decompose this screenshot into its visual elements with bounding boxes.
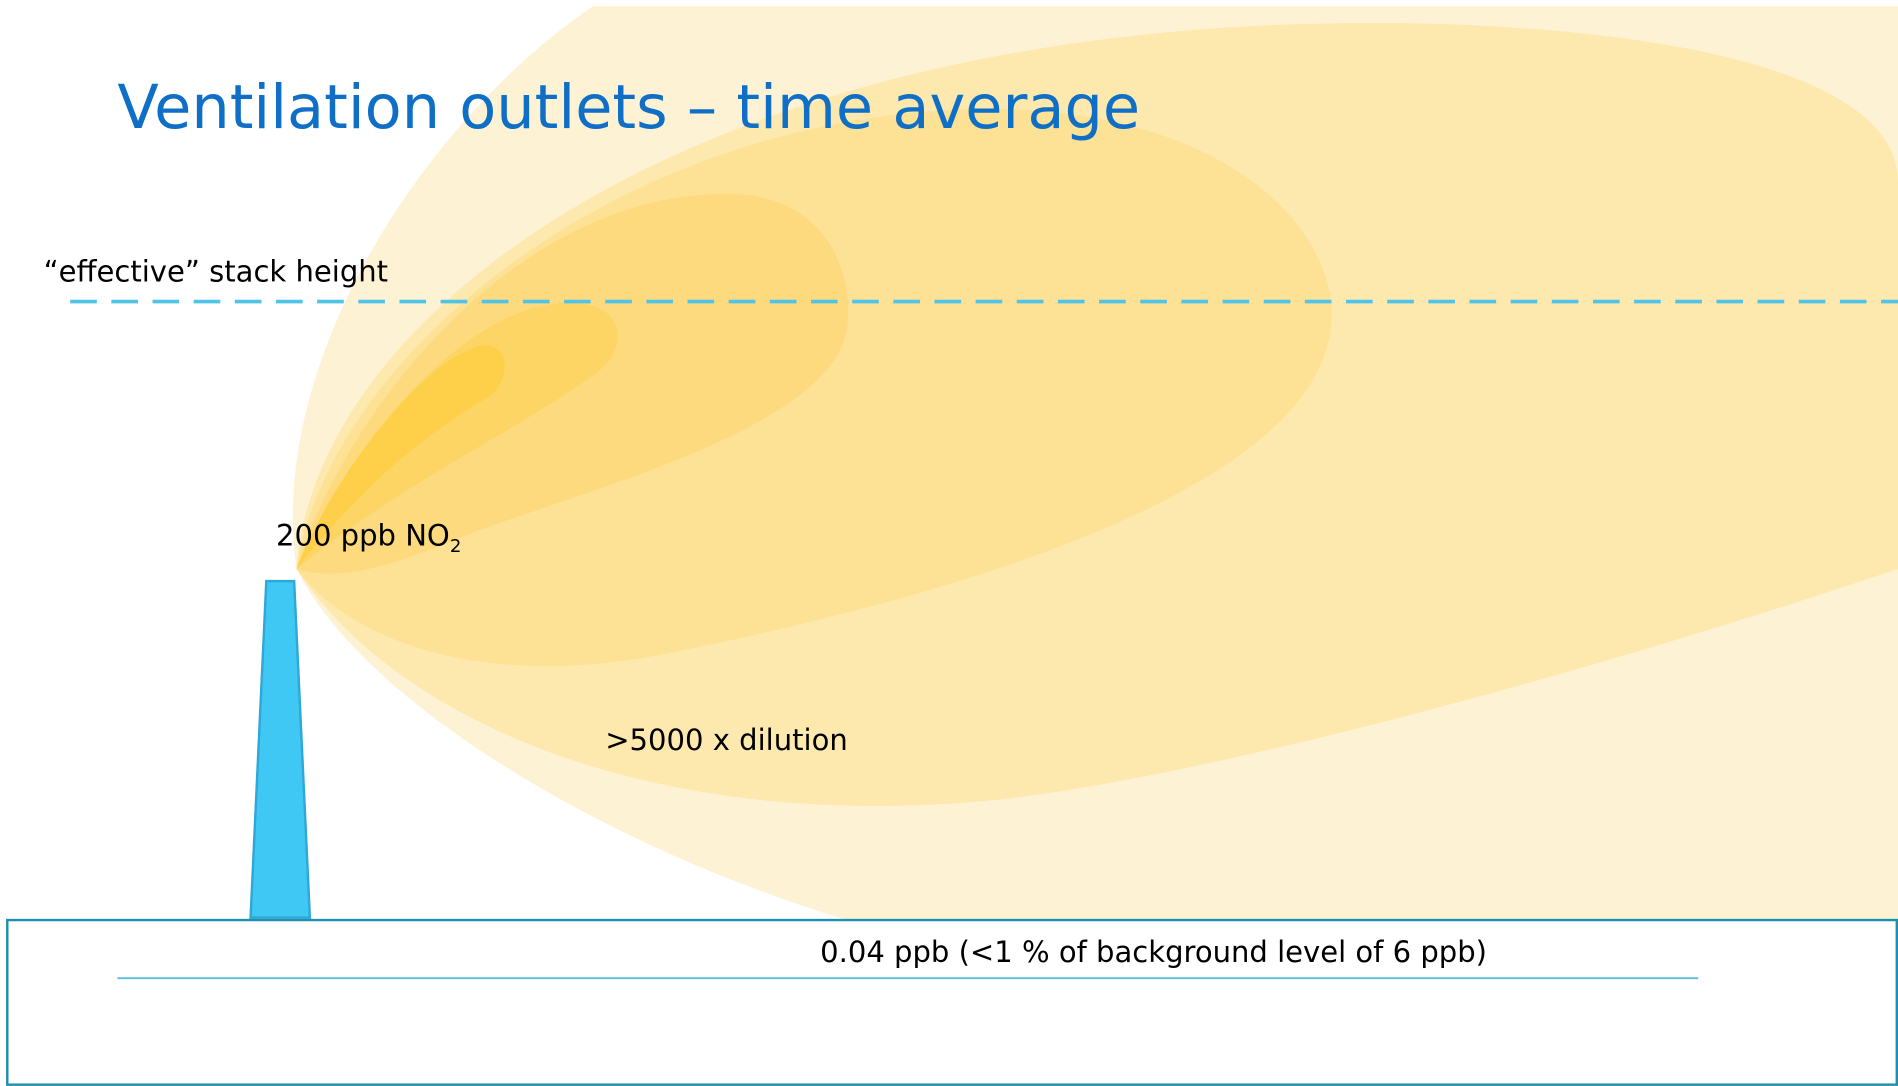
- source-label: 200 ppb NO2: [276, 519, 461, 558]
- stack-height-label: “effective” stack height: [44, 255, 389, 289]
- page: Ventilation outlets – time average “effe…: [0, 0, 1898, 1086]
- slide: Ventilation outlets – time average “effe…: [0, 0, 1898, 1086]
- ground-label: 0.04 ppb (<1 % of background level of 6 …: [820, 935, 1487, 969]
- source-text: 200 ppb NO: [276, 519, 450, 553]
- plume: [293, 6, 1898, 920]
- source-subscript: 2: [450, 536, 462, 557]
- dilution-label: >5000 x dilution: [605, 723, 848, 757]
- slide-title: Ventilation outlets – time average: [117, 73, 1140, 143]
